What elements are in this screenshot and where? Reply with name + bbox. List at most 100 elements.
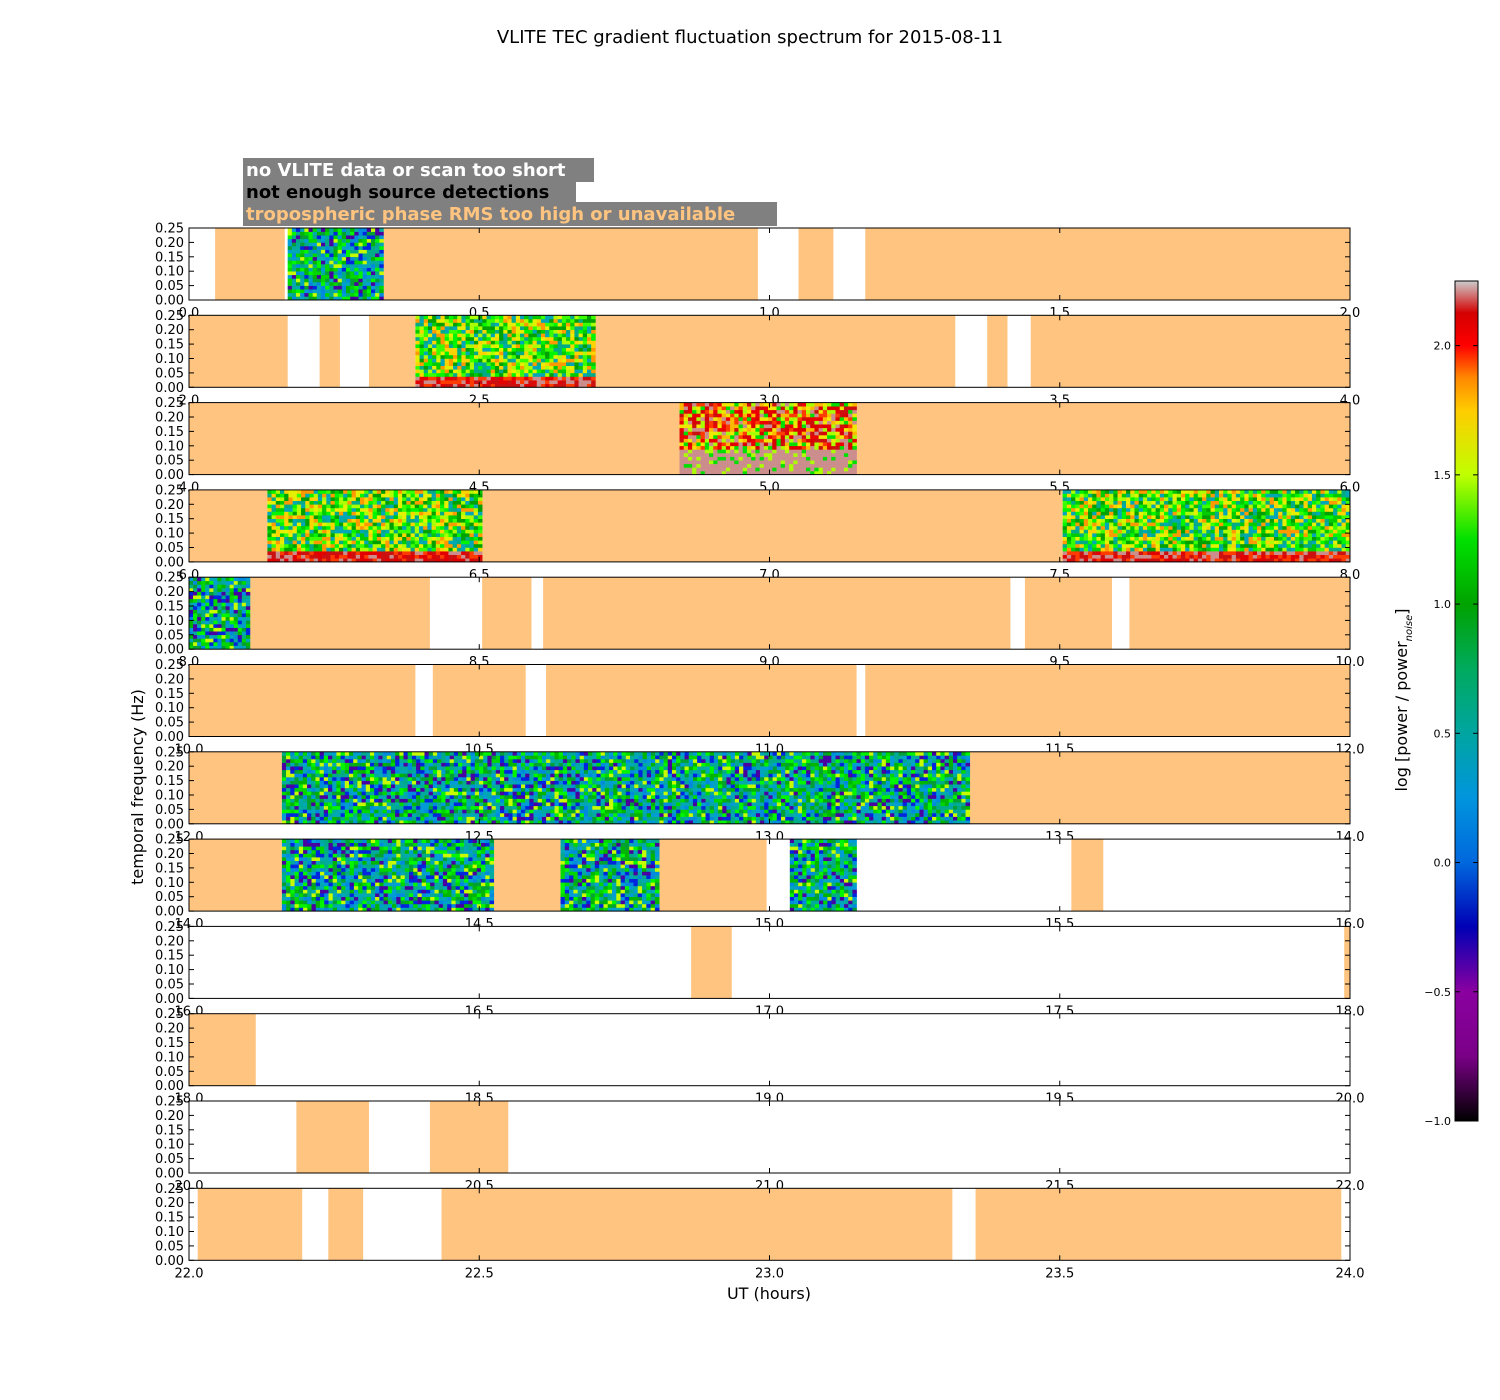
spectrum-cell — [201, 642, 206, 646]
spectrum-cell — [1075, 504, 1080, 509]
spectrum-cell — [1214, 507, 1220, 512]
spectrum-cell — [452, 554, 458, 559]
spectrum-cell — [1134, 551, 1140, 555]
spectrum-cell — [557, 322, 563, 327]
spectrum-cell — [1311, 554, 1317, 559]
spectrum-cell — [683, 471, 689, 475]
spectrum-cell — [477, 554, 483, 559]
spectrum-cell — [366, 253, 372, 258]
spectrum-cell — [478, 340, 483, 345]
spectrum-cell — [683, 460, 689, 465]
spectrum-cell — [292, 547, 298, 552]
spectrum-cell — [528, 369, 533, 374]
spectrum-cell — [763, 467, 769, 472]
spectrum-cell — [325, 296, 330, 301]
spectrum-cell — [1206, 543, 1211, 548]
spectrum-cell — [1109, 525, 1114, 530]
spectrum-cell — [343, 536, 348, 541]
spectrum-cell — [341, 267, 347, 272]
spectrum-cell — [347, 493, 352, 498]
spectrum-cell — [334, 554, 340, 559]
spectrum-cell — [284, 529, 289, 534]
spectrum-cell — [229, 591, 234, 596]
spectrum-cell — [267, 507, 272, 512]
spectrum-cell — [267, 493, 272, 498]
spectrum-cell — [700, 409, 706, 414]
spectrum-cell — [440, 340, 445, 345]
spectrum-cell — [1273, 558, 1279, 563]
spectrum-cell — [465, 489, 470, 494]
spectrum-cell — [406, 515, 411, 519]
spectrum-cell — [1303, 489, 1309, 494]
spectrum-cell — [304, 267, 309, 272]
spectrum-cell — [515, 369, 521, 374]
spectrum-cell — [1248, 551, 1254, 555]
y-tick-label: 0.25 — [155, 309, 184, 324]
spectrum-cell — [801, 460, 807, 465]
spectrum-cell — [341, 256, 347, 261]
spectrum-cell — [1316, 515, 1321, 519]
spectrum-cell — [1113, 500, 1118, 505]
spectrum-cell — [578, 354, 584, 359]
spectrum-cell — [503, 383, 508, 388]
spectrum-cell — [818, 420, 824, 425]
spectrum-cell — [704, 460, 710, 465]
spectrum-cell — [557, 326, 563, 330]
spectrum-cell — [410, 493, 416, 498]
spectrum-cell — [1189, 554, 1194, 559]
spectrum-cell — [1244, 536, 1249, 541]
spectrum-cell — [494, 322, 500, 327]
spectrum-cell — [1071, 518, 1076, 523]
spectrum-cell — [515, 340, 521, 345]
spectrum-cell — [423, 500, 428, 505]
spectrum-cell — [288, 525, 293, 530]
spectrum-cell — [561, 333, 567, 338]
spectrum-cell — [582, 380, 588, 384]
spectrum-cell — [351, 525, 357, 530]
spectrum-cell — [406, 497, 411, 501]
spectrum-cell — [415, 372, 420, 377]
spectrum-cell — [317, 558, 323, 563]
spectrum-cell — [570, 336, 575, 341]
spectrum-cell — [1138, 551, 1144, 555]
spectrum-cell — [1066, 522, 1072, 527]
spectrum-cell — [1126, 507, 1131, 512]
spectrum-cell — [557, 380, 563, 384]
spectrum-cell — [389, 547, 395, 552]
spectrum-cell — [582, 318, 588, 323]
spectrum-cell — [1075, 522, 1080, 527]
spectrum-cell — [797, 413, 803, 418]
spectrum-cell — [456, 511, 462, 516]
spectrum-cell — [586, 380, 592, 384]
spectrum-cell — [490, 329, 496, 334]
spectrum-cell — [376, 551, 382, 555]
spectrum-cell — [848, 402, 853, 407]
spectrum-cell — [322, 497, 327, 501]
spectrum-cell — [692, 438, 697, 443]
spectrum-cell — [385, 554, 390, 559]
spectrum-cell — [717, 456, 722, 461]
spectrum-cell — [721, 471, 727, 475]
spectrum-cell — [1062, 507, 1068, 512]
spectrum-cell — [507, 315, 512, 320]
spectrum-cell — [435, 551, 441, 555]
spectrum-cell — [730, 409, 735, 414]
spectrum-cell — [1130, 547, 1135, 552]
spectrum-cell — [721, 402, 727, 407]
spectrum-cell — [457, 369, 462, 374]
spectrum-cell — [1269, 543, 1275, 548]
spectrum-cell — [333, 285, 338, 290]
spectrum-cell — [205, 606, 210, 610]
spectrum-cell — [343, 515, 348, 519]
spectrum-cell — [524, 354, 529, 359]
spectrum-cell — [1113, 543, 1118, 548]
spectrum-cell — [1333, 515, 1338, 519]
spectrum-cell — [205, 609, 210, 614]
spectrum-cell — [1147, 504, 1152, 509]
spectrum-cell — [432, 369, 437, 374]
spectrum-cell — [709, 409, 714, 414]
spectrum-cell — [358, 292, 363, 297]
spectrum-cell — [338, 504, 344, 509]
spectrum-cell — [1328, 533, 1334, 537]
spectrum-cell — [494, 351, 500, 356]
